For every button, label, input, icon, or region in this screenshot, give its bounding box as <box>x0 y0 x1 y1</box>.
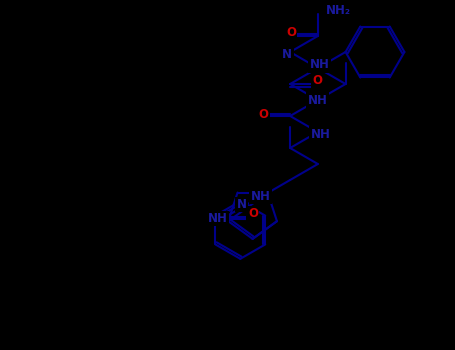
Text: NH₂: NH₂ <box>326 4 351 17</box>
Text: N: N <box>237 198 247 211</box>
Text: NH: NH <box>308 93 328 106</box>
Text: N: N <box>282 48 292 61</box>
Text: NH: NH <box>310 58 330 71</box>
Text: NH: NH <box>311 127 331 140</box>
Text: O: O <box>286 26 296 38</box>
Text: NH: NH <box>251 190 271 203</box>
Text: O: O <box>258 107 268 120</box>
Text: O: O <box>248 207 258 220</box>
Text: O: O <box>312 74 322 86</box>
Text: NH: NH <box>208 212 228 225</box>
